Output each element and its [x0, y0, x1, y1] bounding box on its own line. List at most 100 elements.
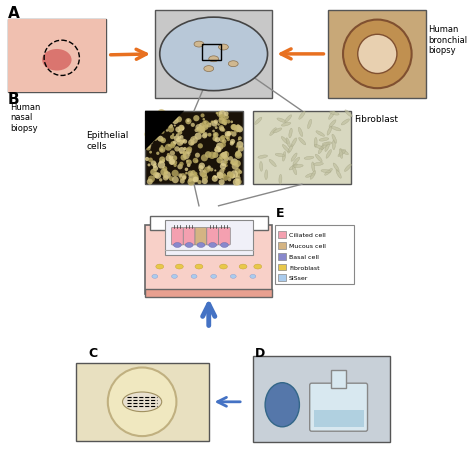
Circle shape	[152, 133, 156, 138]
Circle shape	[224, 112, 228, 117]
Circle shape	[227, 138, 230, 142]
Text: Human
nasal
biopsy: Human nasal biopsy	[10, 103, 40, 133]
Ellipse shape	[340, 150, 348, 155]
Circle shape	[168, 127, 174, 133]
Ellipse shape	[275, 154, 285, 157]
Circle shape	[190, 137, 198, 144]
Ellipse shape	[220, 243, 228, 248]
Circle shape	[172, 156, 177, 161]
Circle shape	[161, 160, 165, 163]
Circle shape	[191, 170, 196, 175]
Circle shape	[182, 152, 184, 155]
Circle shape	[225, 152, 227, 154]
Ellipse shape	[286, 138, 290, 148]
Circle shape	[224, 156, 229, 162]
Ellipse shape	[310, 171, 316, 180]
Circle shape	[228, 178, 231, 182]
Circle shape	[219, 137, 225, 143]
Ellipse shape	[308, 120, 311, 129]
Circle shape	[217, 173, 223, 179]
FancyBboxPatch shape	[8, 19, 106, 93]
Circle shape	[230, 140, 235, 145]
Circle shape	[237, 151, 240, 153]
Ellipse shape	[185, 243, 193, 248]
Circle shape	[179, 126, 183, 130]
Circle shape	[233, 179, 240, 186]
Circle shape	[208, 133, 211, 138]
Circle shape	[212, 137, 218, 142]
Circle shape	[169, 159, 175, 166]
Circle shape	[177, 113, 179, 115]
Ellipse shape	[325, 169, 332, 176]
Circle shape	[201, 114, 205, 118]
Circle shape	[152, 135, 158, 142]
Circle shape	[170, 144, 175, 149]
Circle shape	[157, 110, 165, 117]
Circle shape	[213, 133, 219, 138]
Circle shape	[214, 147, 221, 153]
Circle shape	[212, 153, 219, 159]
Circle shape	[214, 170, 216, 172]
Circle shape	[228, 157, 233, 161]
Text: D: D	[255, 346, 265, 359]
Circle shape	[195, 153, 200, 158]
Circle shape	[219, 126, 224, 131]
Circle shape	[238, 170, 242, 175]
Circle shape	[222, 175, 228, 181]
Circle shape	[150, 116, 158, 124]
Circle shape	[152, 127, 157, 133]
Circle shape	[234, 161, 241, 168]
Ellipse shape	[255, 118, 262, 125]
Circle shape	[171, 114, 178, 122]
Circle shape	[172, 118, 179, 125]
Circle shape	[169, 124, 173, 129]
Circle shape	[230, 171, 238, 179]
Circle shape	[224, 120, 227, 123]
Circle shape	[235, 125, 242, 133]
Ellipse shape	[306, 174, 315, 178]
Ellipse shape	[327, 127, 332, 136]
Circle shape	[230, 142, 234, 146]
Circle shape	[161, 130, 164, 134]
Ellipse shape	[281, 137, 288, 144]
Circle shape	[194, 172, 198, 176]
Circle shape	[164, 120, 171, 126]
Ellipse shape	[321, 170, 331, 173]
Ellipse shape	[332, 127, 341, 132]
Circle shape	[195, 160, 198, 163]
Circle shape	[154, 163, 156, 166]
Ellipse shape	[333, 164, 339, 172]
FancyBboxPatch shape	[310, 383, 367, 431]
FancyBboxPatch shape	[164, 221, 253, 255]
Ellipse shape	[152, 275, 158, 279]
Circle shape	[202, 175, 208, 181]
Circle shape	[193, 116, 200, 122]
Ellipse shape	[315, 155, 322, 162]
Circle shape	[222, 168, 226, 171]
Circle shape	[189, 173, 192, 176]
Circle shape	[194, 129, 199, 133]
Circle shape	[202, 121, 210, 129]
Ellipse shape	[319, 138, 329, 142]
Circle shape	[235, 176, 241, 182]
Circle shape	[204, 167, 210, 174]
Circle shape	[159, 119, 163, 124]
Circle shape	[197, 127, 205, 134]
Circle shape	[161, 139, 164, 142]
Ellipse shape	[277, 119, 286, 123]
Circle shape	[212, 130, 215, 133]
FancyBboxPatch shape	[145, 290, 273, 297]
Ellipse shape	[230, 275, 236, 279]
Circle shape	[152, 129, 156, 133]
Circle shape	[155, 133, 159, 137]
Circle shape	[192, 143, 194, 145]
Circle shape	[173, 165, 177, 168]
Circle shape	[163, 175, 169, 181]
Circle shape	[161, 146, 163, 148]
Circle shape	[224, 115, 229, 120]
Circle shape	[150, 169, 157, 176]
Circle shape	[176, 138, 181, 143]
FancyBboxPatch shape	[314, 410, 364, 428]
Ellipse shape	[299, 138, 306, 146]
Text: Ciliated cell: Ciliated cell	[289, 233, 326, 238]
